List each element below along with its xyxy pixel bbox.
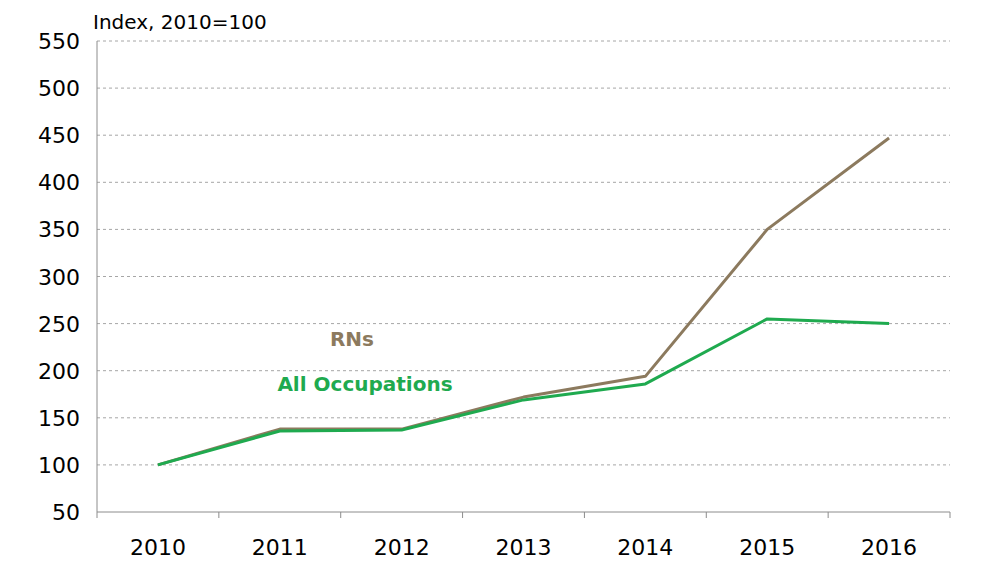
x-tick [97,512,98,518]
chart-container: 50 100 150 200 250 300 350 400 450 500 550 2010 2011… [0,0,1000,567]
series-line [158,138,889,465]
y-tick-label: 450 [38,123,80,148]
x-tick-label: 2015 [739,535,795,560]
y-axis-label: Index, 2010=100 [93,10,267,34]
grid-line [97,229,950,230]
x-tick-label: 2013 [496,535,552,560]
x-tick-label: 2014 [617,535,673,560]
x-tick [218,512,219,518]
grid-line [97,88,950,89]
series-line [158,319,889,465]
y-tick-label: 50 [52,500,80,525]
chart-svg: 50 100 150 200 250 300 350 400 450 500 550 2010 2011… [0,0,1000,567]
grid-line [97,135,950,136]
y-tick-label: 400 [38,170,80,195]
series-label: RNs [330,327,374,351]
x-tick [706,512,707,518]
x-tick-label: 2016 [861,535,917,560]
x-tick [584,512,585,518]
x-tick-label: 2012 [374,535,430,560]
grid-line [97,41,950,42]
x-tick [950,512,951,518]
x-tick-label: 2010 [130,535,186,560]
y-tick-label: 150 [38,406,80,431]
y-tick-label: 500 [38,76,80,101]
grid-line [97,182,950,183]
y-tick-label: 100 [38,453,80,478]
grid-line [97,276,950,277]
plot-area [158,138,889,465]
y-tick-label: 300 [38,265,80,290]
y-tick-label: 200 [38,359,80,384]
y-tick-label: 250 [38,312,80,337]
grid-line [97,323,950,324]
y-axis-line [97,41,98,512]
x-tick [340,512,341,518]
x-tick [462,512,463,518]
x-tick-label: 2011 [252,535,308,560]
series-label: All Occupations [277,372,452,396]
x-tick [828,512,829,518]
grid-line [97,464,950,465]
x-axis-line [97,512,950,513]
grid-line [97,370,950,371]
grid-line [97,417,950,418]
y-tick-label: 550 [38,29,80,54]
y-tick-label: 350 [38,217,80,242]
